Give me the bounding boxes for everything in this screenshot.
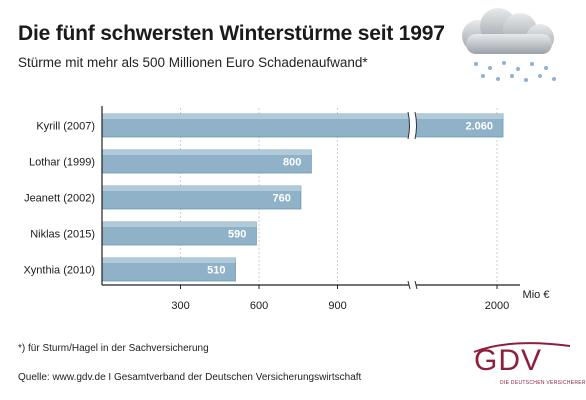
bar-highlight: [102, 186, 301, 191]
chart-title: Die fünf schwersten Winterstürme seit 19…: [18, 22, 445, 45]
chart-subtitle: Stürme mit mehr als 500 Millionen Euro S…: [18, 55, 368, 70]
storm-cloud-icon: [462, 8, 556, 82]
value-label: 2.060: [465, 121, 493, 133]
logo-name: GDV: [474, 344, 543, 377]
axis-break-mark: [407, 280, 411, 290]
logo-swoosh-icon: [473, 342, 571, 353]
gdv-logo: GDV DIE DEUTSCHEN VERSICHERER: [470, 340, 586, 388]
axis-break-mark: [414, 280, 418, 290]
category-label: Kyrill (2007): [36, 121, 95, 133]
value-label: 800: [283, 157, 301, 169]
x-tick-label: 300: [171, 300, 189, 312]
value-label: 760: [273, 193, 291, 205]
category-label: Niklas (2015): [30, 229, 95, 241]
x-tick-label: 2000: [485, 300, 509, 312]
bar-highlight: [102, 150, 312, 155]
bar-highlight: [102, 114, 503, 119]
category-label: Jeanett (2002): [24, 193, 95, 205]
bar-break-mark: [407, 111, 410, 140]
bar-break-gap: [409, 112, 416, 139]
x-tick-label: 900: [328, 300, 346, 312]
bar-chart: Kyrill (2007) 2.060 Lothar (1999) 800 Jeanet…: [23, 106, 550, 312]
bar-break-mark: [414, 111, 417, 140]
value-label: 510: [207, 265, 225, 277]
source-note: Quelle: www.gdv.de I Gesamtverband der D…: [18, 372, 362, 383]
footnote: *) für Sturm/Hagel in der Sachversicheru…: [18, 343, 209, 354]
category-label: Xynthia (2010): [23, 265, 95, 277]
axis-break-gap: [409, 281, 416, 289]
logo-tagline: DIE DEUTSCHEN VERSICHERER: [500, 380, 586, 386]
bar-highlight: [102, 222, 257, 227]
x-tick-label: 600: [250, 300, 268, 312]
value-label: 590: [228, 229, 246, 241]
category-label: Lothar (1999): [29, 157, 95, 169]
bar-highlight: [102, 258, 236, 263]
x-unit-label: Mio €: [523, 289, 550, 301]
